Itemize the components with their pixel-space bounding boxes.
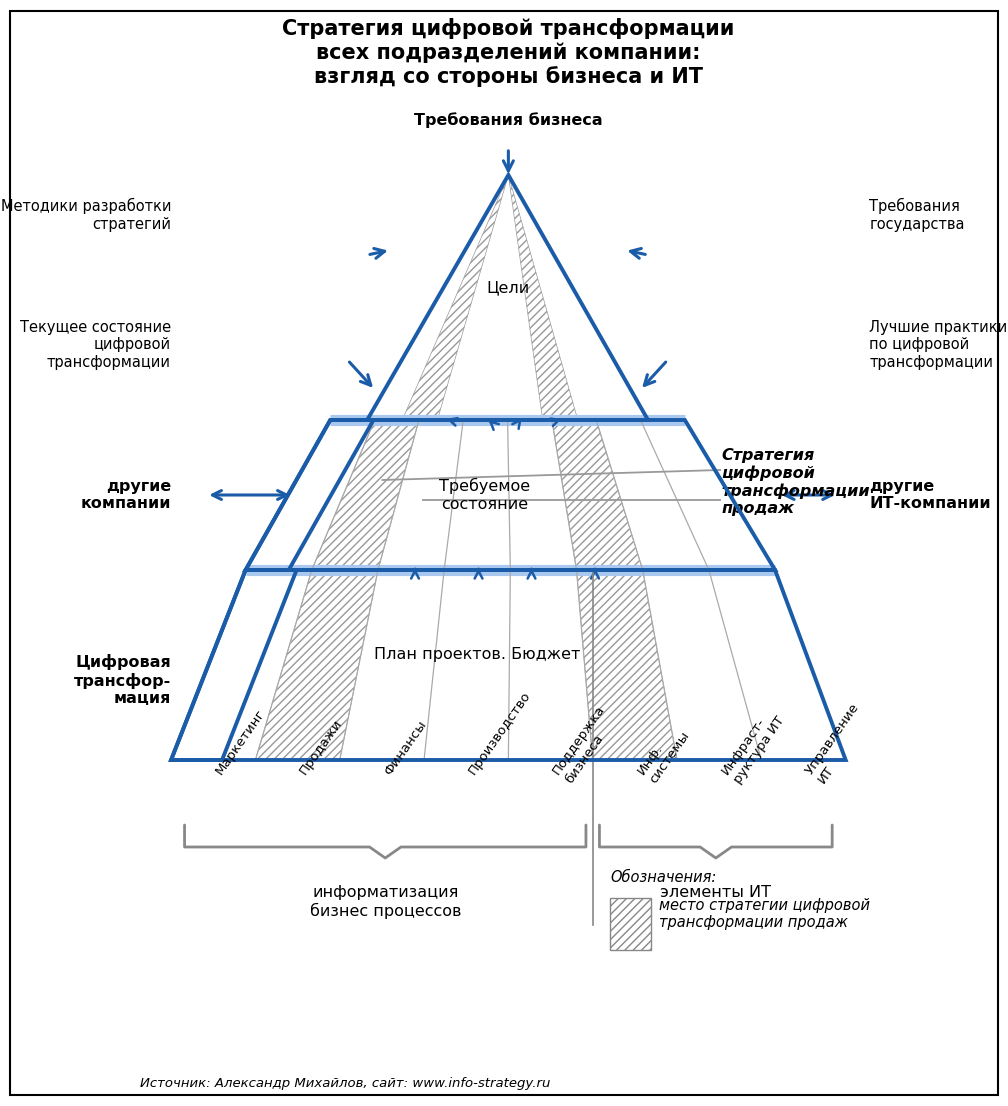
Text: Управление
ИТ: Управление ИТ — [803, 701, 875, 786]
Text: другие
компании: другие компании — [81, 479, 171, 511]
Text: Требования
государства: Требования государства — [869, 198, 965, 232]
Text: Стратегия цифровой трансформации
всех подразделений компании:
взгляд со стороны : Стратегия цифровой трансформации всех по… — [282, 18, 735, 87]
Polygon shape — [610, 898, 651, 950]
Polygon shape — [577, 570, 677, 760]
Text: элементы ИТ: элементы ИТ — [660, 885, 771, 900]
Polygon shape — [255, 570, 378, 760]
Text: Производство: Производство — [467, 689, 533, 778]
Text: Инфраст-
руктура ИТ: Инфраст- руктура ИТ — [719, 706, 787, 786]
Text: Методики разработки
стратегий: Методики разработки стратегий — [1, 198, 171, 232]
Text: Продажи: Продажи — [297, 717, 346, 778]
Text: Цифровая
трансфор-
мация: Цифровая трансфор- мация — [74, 654, 171, 706]
Text: информатизация
бизнес процессов: информатизация бизнес процессов — [309, 885, 461, 919]
Text: место стратегии цифровой
трансформации продаж: место стратегии цифровой трансформации п… — [659, 898, 870, 930]
Polygon shape — [508, 175, 578, 420]
Text: Цели: Цели — [487, 280, 530, 295]
Polygon shape — [552, 420, 643, 570]
Text: Стратегия
цифровой
трансформации
продаж: Стратегия цифровой трансформации продаж — [722, 448, 870, 517]
Text: Поддержка
бизнеса: Поддержка бизнеса — [550, 703, 620, 786]
Text: Требования бизнеса: Требования бизнеса — [414, 113, 603, 128]
Polygon shape — [402, 175, 508, 420]
Text: Инф.
системы: Инф. системы — [635, 721, 692, 786]
Text: Маркетинг: Маркетинг — [214, 707, 268, 778]
Text: другие
ИТ-компании: другие ИТ-компании — [869, 479, 991, 511]
Text: Обозначения:: Обозначения: — [610, 870, 717, 885]
Text: Источник: Александр Михайлов, сайт: www.info-strategy.ru: Источник: Александр Михайлов, сайт: www.… — [140, 1077, 550, 1091]
Text: Текущее состояние
цифровой
трансформации: Текущее состояние цифровой трансформации — [20, 320, 171, 369]
Text: План проектов. Бюджет: План проектов. Бюджет — [374, 647, 581, 662]
Text: Требуемое
состояние: Требуемое состояние — [439, 478, 530, 512]
Text: Финансы: Финансы — [382, 718, 429, 778]
Text: Лучшие практики
по цифровой
трансформации: Лучшие практики по цифровой трансформаци… — [869, 320, 1007, 369]
Polygon shape — [311, 420, 419, 570]
